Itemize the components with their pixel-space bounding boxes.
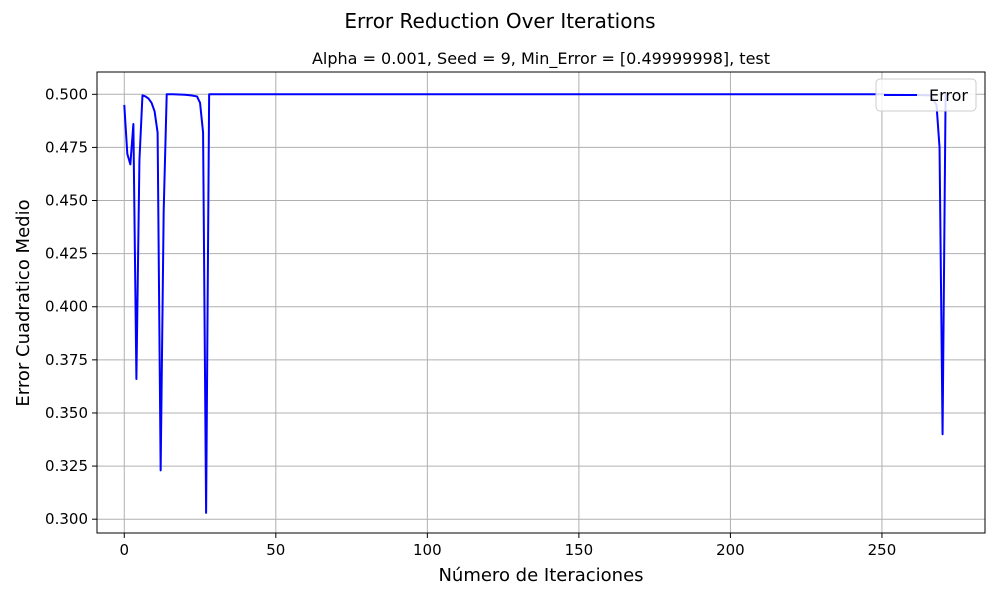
axes-layer: 0 50 100 150 200 250 0.300 0.325 0.350 0.375 0.400…	[45, 71, 986, 559]
chart-suptitle: Error Reduction Over Iterations	[344, 9, 655, 33]
y-tick-label: 0.400	[45, 298, 88, 316]
series-layer	[123, 93, 947, 514]
y-tick-label: 0.500	[45, 85, 88, 103]
grid-layer	[97, 72, 985, 533]
x-tick-label: 250	[868, 541, 897, 559]
chart-title: Alpha = 0.001, Seed = 9, Min_Error = [0.…	[312, 49, 770, 69]
y-tick-label: 0.375	[45, 351, 88, 369]
chart-legend: Error	[875, 78, 977, 112]
y-tick-label: 0.425	[45, 245, 88, 263]
y-tick-label: 0.350	[45, 404, 88, 422]
x-tick-label: 100	[413, 541, 442, 559]
legend-box	[875, 78, 977, 112]
y-tick-label: 0.475	[45, 138, 88, 156]
legend-label-error: Error	[929, 86, 968, 105]
x-axis-label: Número de Iteraciones	[438, 565, 643, 586]
y-tick-label: 0.300	[45, 510, 88, 528]
x-tick-label: 150	[565, 541, 594, 559]
y-axis-label: Error Cuadratico Medio	[13, 199, 34, 406]
series-line-error	[123, 93, 947, 514]
plot-frame	[96, 71, 986, 534]
x-tick-label: 50	[266, 541, 285, 559]
x-tick-label: 0	[120, 541, 130, 559]
y-tick-label: 0.325	[45, 457, 88, 475]
x-tick-label: 200	[716, 541, 745, 559]
y-tick-label: 0.450	[45, 192, 88, 210]
